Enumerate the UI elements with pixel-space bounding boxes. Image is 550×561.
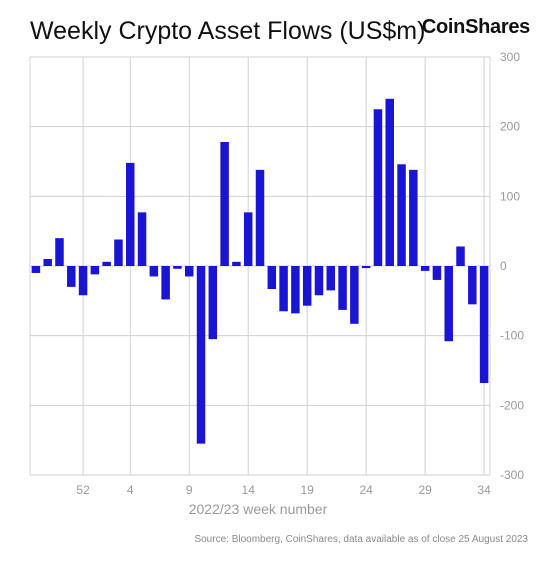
chart-title: Weekly Crypto Asset Flows (US$m) xyxy=(30,17,426,45)
bar-week-5 xyxy=(137,212,147,266)
y-tick-label: 0 xyxy=(500,259,507,273)
bar-week-18 xyxy=(291,266,300,314)
x-tick-label: 29 xyxy=(418,483,432,497)
bar-week-4 xyxy=(126,162,135,266)
bar-week-8 xyxy=(173,266,182,269)
x-tick-label: 24 xyxy=(359,483,373,497)
bar-week-14 xyxy=(243,212,253,266)
bar-week-11 xyxy=(208,266,218,340)
coinshares-logo: CoinShares xyxy=(421,16,530,38)
bar-week-7 xyxy=(161,266,170,300)
bar-week-48 xyxy=(31,266,41,273)
bar-week-24 xyxy=(361,266,371,269)
bar-week-12 xyxy=(220,141,229,266)
x-tick-label: 14 xyxy=(242,483,256,497)
y-tick-label: 300 xyxy=(500,50,520,64)
bar-week-22 xyxy=(338,266,347,310)
bar-week-52 xyxy=(78,266,88,296)
bar-week-29 xyxy=(420,266,430,271)
bar-week-23 xyxy=(350,266,359,324)
chart-bars xyxy=(31,98,489,444)
bar-week-15 xyxy=(255,169,265,266)
bar-week-31 xyxy=(444,266,453,342)
bar-week-27 xyxy=(397,164,406,266)
bar-week-34 xyxy=(479,266,489,384)
bar-week-1 xyxy=(90,266,100,275)
bar-week-17 xyxy=(279,266,288,312)
x-tick-label: 52 xyxy=(76,483,90,497)
y-tick-label: -100 xyxy=(500,329,524,343)
y-axis-ticks: 300 200 100 0 -100 -200 -300 xyxy=(500,50,524,482)
source-note: Source: Bloomberg, CoinShares, data avai… xyxy=(194,534,528,545)
y-tick-label: -300 xyxy=(500,468,524,482)
bar-week-25 xyxy=(373,109,383,266)
bar-week-3 xyxy=(114,239,123,266)
bar-week-20 xyxy=(314,266,324,296)
bar-week-21 xyxy=(326,266,336,291)
bar-week-26 xyxy=(385,98,394,266)
bar-week-33 xyxy=(468,266,477,305)
x-axis-ticks: 52 4 9 14 19 24 29 34 xyxy=(76,483,491,497)
bar-week-6 xyxy=(149,266,159,277)
x-tick-label: 34 xyxy=(477,483,491,497)
bar-week-32 xyxy=(456,246,465,266)
bar-week-13 xyxy=(232,261,241,266)
bar-week-50 xyxy=(55,238,64,266)
x-axis-label: 2022/23 week number xyxy=(189,501,328,517)
chart-grid xyxy=(29,56,491,476)
bar-week-9 xyxy=(184,266,194,277)
y-tick-label: -200 xyxy=(500,398,524,412)
bar-week-30 xyxy=(432,266,442,280)
x-tick-label: 19 xyxy=(300,483,314,497)
y-tick-label: 100 xyxy=(500,189,520,203)
bar-week-2 xyxy=(102,261,111,266)
bar-week-10 xyxy=(196,266,206,444)
bar-week-19 xyxy=(302,266,312,306)
bar-week-16 xyxy=(267,266,277,289)
x-tick-label: 4 xyxy=(127,483,134,497)
bar-week-51 xyxy=(67,266,76,287)
bar-week-49 xyxy=(43,259,52,266)
bar-week-28 xyxy=(409,169,418,266)
x-tick-label: 9 xyxy=(186,483,193,497)
y-tick-label: 200 xyxy=(500,120,520,134)
